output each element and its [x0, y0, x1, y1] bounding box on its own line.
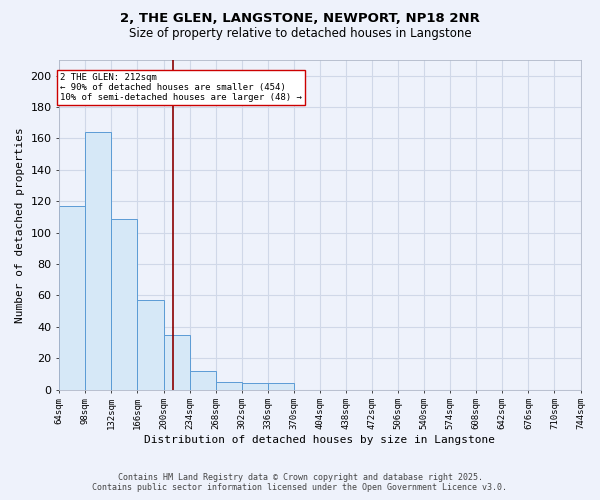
- Bar: [59, 206, 85, 390]
- Text: Size of property relative to detached houses in Langstone: Size of property relative to detached ho…: [128, 28, 472, 40]
- Text: 2, THE GLEN, LANGSTONE, NEWPORT, NP18 2NR: 2, THE GLEN, LANGSTONE, NEWPORT, NP18 2N…: [120, 12, 480, 26]
- Text: Contains HM Land Registry data © Crown copyright and database right 2025.
Contai: Contains HM Land Registry data © Crown c…: [92, 473, 508, 492]
- Bar: [242, 384, 268, 390]
- Bar: [215, 382, 242, 390]
- X-axis label: Distribution of detached houses by size in Langstone: Distribution of detached houses by size …: [145, 435, 496, 445]
- Bar: [190, 370, 215, 390]
- Bar: [85, 132, 112, 390]
- Y-axis label: Number of detached properties: Number of detached properties: [15, 127, 25, 322]
- Bar: [112, 218, 137, 390]
- Bar: [268, 384, 294, 390]
- Bar: [137, 300, 164, 390]
- Text: 2 THE GLEN: 212sqm
← 90% of detached houses are smaller (454)
10% of semi-detach: 2 THE GLEN: 212sqm ← 90% of detached hou…: [60, 72, 302, 102]
- Bar: [164, 334, 190, 390]
